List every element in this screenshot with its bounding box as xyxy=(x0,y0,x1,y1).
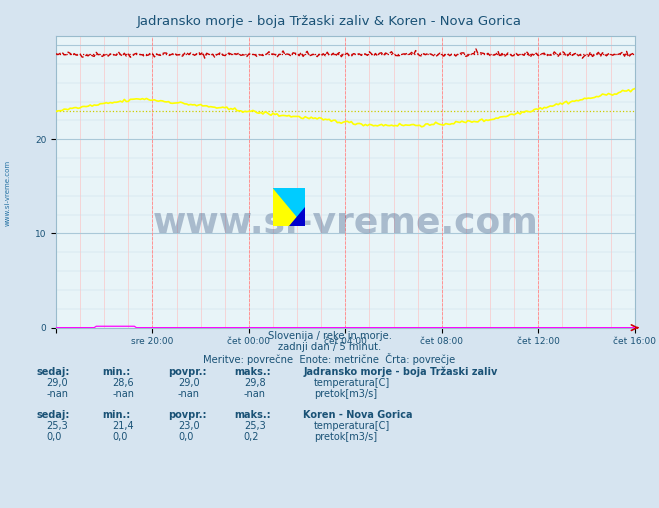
Text: 21,4: 21,4 xyxy=(112,421,134,431)
Text: Jadransko morje - boja Tržaski zaliv & Koren - Nova Gorica: Jadransko morje - boja Tržaski zaliv & K… xyxy=(137,15,522,28)
Text: 23,0: 23,0 xyxy=(178,421,200,431)
Text: maks.:: maks.: xyxy=(234,367,271,377)
Text: 29,0: 29,0 xyxy=(46,378,68,388)
Text: 0,0: 0,0 xyxy=(178,432,193,442)
Text: 0,0: 0,0 xyxy=(46,432,61,442)
Text: temperatura[C]: temperatura[C] xyxy=(314,421,390,431)
Text: povpr.:: povpr.: xyxy=(168,367,206,377)
Text: sedaj:: sedaj: xyxy=(36,367,70,377)
Polygon shape xyxy=(289,207,305,226)
Text: www.si-vreme.com: www.si-vreme.com xyxy=(152,206,538,239)
Text: Koren - Nova Gorica: Koren - Nova Gorica xyxy=(303,409,413,420)
Text: zadnji dan / 5 minut.: zadnji dan / 5 minut. xyxy=(278,342,381,353)
Text: www.si-vreme.com: www.si-vreme.com xyxy=(5,160,11,226)
Text: 29,8: 29,8 xyxy=(244,378,266,388)
Text: 25,3: 25,3 xyxy=(46,421,68,431)
Text: min.:: min.: xyxy=(102,367,130,377)
Text: -nan: -nan xyxy=(46,389,68,399)
Text: min.:: min.: xyxy=(102,409,130,420)
Text: sedaj:: sedaj: xyxy=(36,409,70,420)
Text: pretok[m3/s]: pretok[m3/s] xyxy=(314,389,377,399)
Text: 25,3: 25,3 xyxy=(244,421,266,431)
Text: 0,0: 0,0 xyxy=(112,432,127,442)
Text: pretok[m3/s]: pretok[m3/s] xyxy=(314,432,377,442)
Text: 29,0: 29,0 xyxy=(178,378,200,388)
Text: povpr.:: povpr.: xyxy=(168,409,206,420)
Text: maks.:: maks.: xyxy=(234,409,271,420)
Polygon shape xyxy=(273,188,305,226)
Text: -nan: -nan xyxy=(112,389,134,399)
Text: -nan: -nan xyxy=(178,389,200,399)
Text: 0,2: 0,2 xyxy=(244,432,260,442)
Text: Jadransko morje - boja Tržaski zaliv: Jadransko morje - boja Tržaski zaliv xyxy=(303,366,498,377)
Text: Slovenija / reke in morje.: Slovenija / reke in morje. xyxy=(268,331,391,341)
Text: 28,6: 28,6 xyxy=(112,378,134,388)
Text: -nan: -nan xyxy=(244,389,266,399)
Text: Meritve: povrečne  Enote: metrične  Črta: povrečje: Meritve: povrečne Enote: metrične Črta: … xyxy=(204,353,455,365)
Text: temperatura[C]: temperatura[C] xyxy=(314,378,390,388)
